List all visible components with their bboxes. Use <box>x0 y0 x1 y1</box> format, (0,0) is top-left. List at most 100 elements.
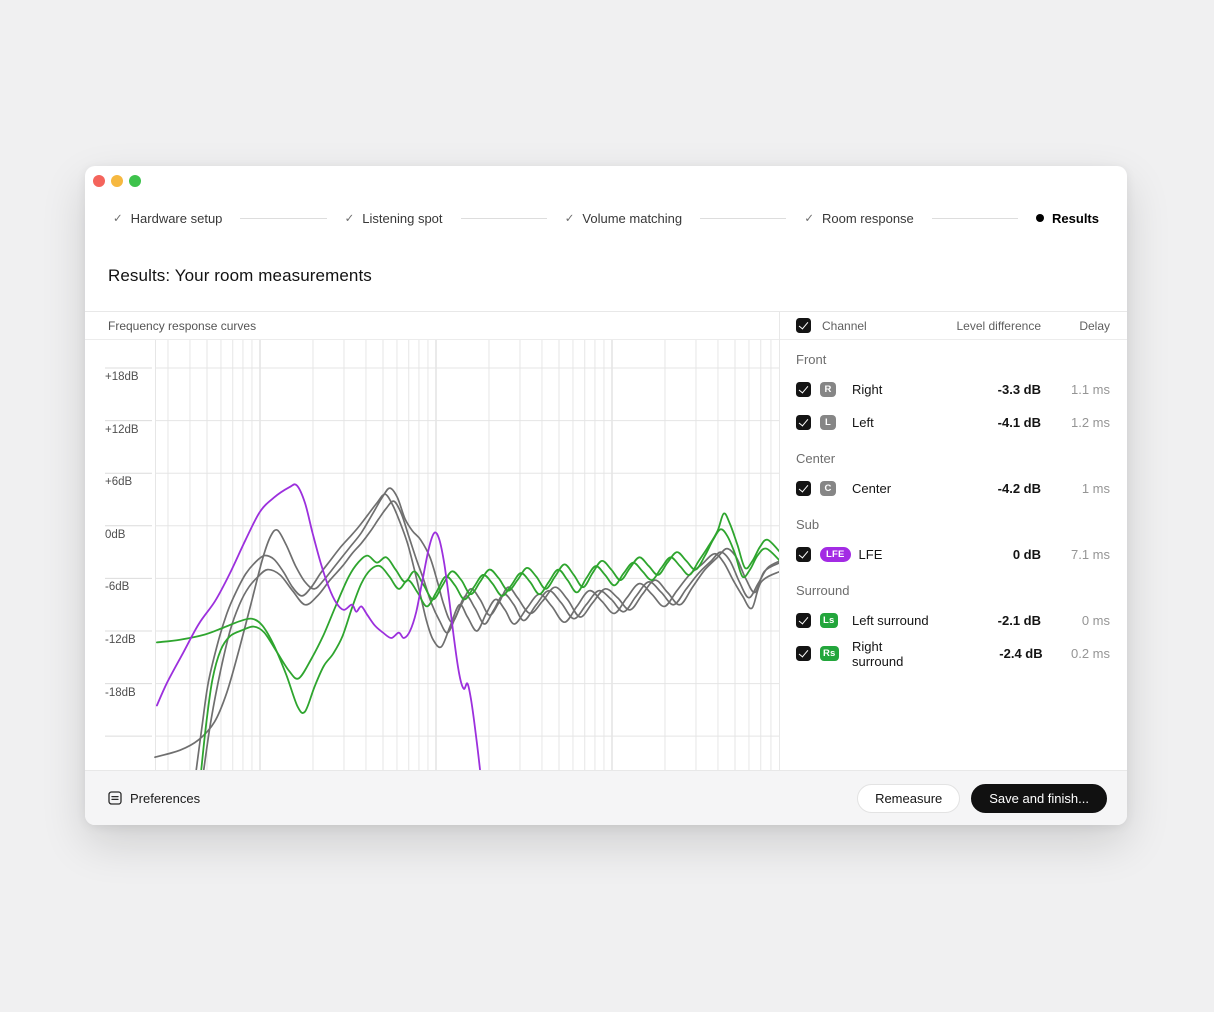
channel-row-left-surround[interactable]: Ls Left surround -2.1 dB 0 ms <box>780 604 1127 637</box>
channel-table-header: Channel Level difference Delay <box>780 312 1127 340</box>
channel-checkbox[interactable] <box>796 415 811 430</box>
channel-row-center[interactable]: C Center -4.2 dB 1 ms <box>780 472 1127 505</box>
delay-value: 1 ms <box>1081 481 1110 496</box>
curve-right <box>154 487 779 759</box>
stepper-step-room-response[interactable]: ✓ Room response <box>804 211 913 226</box>
level-difference-value: -4.1 dB <box>997 415 1041 430</box>
y-axis-label: +18dB <box>105 371 139 383</box>
app-window: ✓ Hardware setup ✓ Listening spot ✓ Volu… <box>85 166 1127 825</box>
preferences-button[interactable]: Preferences <box>108 791 200 806</box>
footer-bar: Preferences Remeasure Save and finish... <box>85 770 1127 825</box>
channel-group-center: Center C Center -4.2 dB 1 ms <box>780 446 1127 505</box>
channel-badge: Ls <box>820 613 838 628</box>
stepper-connector <box>931 217 1019 219</box>
channel-name: Left <box>852 415 874 430</box>
close-window-button[interactable] <box>93 175 105 187</box>
level-difference-value: -4.2 dB <box>997 481 1041 496</box>
zoom-window-button[interactable] <box>129 175 141 187</box>
channel-row-right[interactable]: R Right -3.3 dB 1.1 ms <box>780 373 1127 406</box>
y-axis-label: 0dB <box>105 528 126 541</box>
content-area: Frequency response curves +18dB +12dB +6dB… <box>85 311 1127 770</box>
channel-group-sub: Sub LFE LFE 0 dB 7.1 ms <box>780 512 1127 571</box>
delay-value: 0 ms <box>1081 613 1110 628</box>
stepper-step-label: Room response <box>822 210 914 226</box>
level-column-header: Level difference <box>956 318 1041 333</box>
minimize-window-button[interactable] <box>111 175 123 187</box>
delay-column-header: Delay <box>1079 318 1110 333</box>
channel-group-label: Sub <box>796 517 820 532</box>
channel-badge: Rs <box>820 646 839 661</box>
channel-panel: Channel Level difference Delay Front R R… <box>780 312 1127 770</box>
remeasure-button[interactable]: Remeasure <box>857 783 961 813</box>
window-titlebar <box>93 175 141 187</box>
chart-panel: Frequency response curves +18dB +12dB +6dB… <box>85 312 780 770</box>
stepper-step-label: Hardware setup <box>130 210 223 226</box>
y-axis-label: -18dB <box>105 686 136 699</box>
stepper-connector <box>460 217 547 219</box>
y-axis-label: -12dB <box>105 633 136 646</box>
channel-name: Center <box>852 481 892 496</box>
channel-badge: LFE <box>820 547 851 562</box>
channel-row-left[interactable]: L Left -4.1 dB 1.2 ms <box>780 406 1127 439</box>
check-icon: ✓ <box>564 213 575 225</box>
channel-group-label: Surround <box>796 583 850 598</box>
preferences-label: Preferences <box>130 790 201 806</box>
check-icon: ✓ <box>804 213 815 225</box>
curve-lfe <box>156 483 481 770</box>
channel-row-right-surround[interactable]: Rs Right surround -2.4 dB 0.2 ms <box>780 637 1127 670</box>
channel-checkbox[interactable] <box>796 613 811 628</box>
save-and-finish-button[interactable]: Save and finish... <box>971 783 1107 813</box>
frequency-response-chart: +18dB +12dB +6dB 0dB -6dB -12dB -18dB <box>85 340 779 770</box>
channel-badge: R <box>820 382 836 397</box>
channel-checkbox[interactable] <box>796 382 811 397</box>
channel-group-front: Front R Right -3.3 dB 1.1 ms L Left -4.1… <box>780 347 1127 439</box>
wizard-stepper: ✓ Hardware setup ✓ Listening spot ✓ Volu… <box>113 204 1099 232</box>
chart-title: Frequency response curves <box>85 312 779 340</box>
stepper-step-hardware-setup[interactable]: ✓ Hardware setup <box>113 211 222 226</box>
delay-value: 0.2 ms <box>1070 646 1110 661</box>
stepper-step-results[interactable]: Results <box>1036 211 1099 226</box>
channel-group-label: Front <box>796 352 827 367</box>
level-difference-value: 0 dB <box>1012 547 1041 562</box>
channel-groups: Front R Right -3.3 dB 1.1 ms L Left -4.1… <box>780 347 1127 670</box>
delay-value: 1.1 ms <box>1070 382 1110 397</box>
channel-row-lfe[interactable]: LFE LFE 0 dB 7.1 ms <box>780 538 1127 571</box>
level-difference-value: -2.4 dB <box>999 646 1043 661</box>
stepper-connector <box>700 217 787 219</box>
page-title: Results: Your room measurements <box>108 266 372 285</box>
curve-center <box>202 500 779 770</box>
stepper-step-label: Results <box>1052 210 1099 226</box>
channel-badge: C <box>820 481 836 496</box>
channel-group-surround: Surround Ls Left surround -2.1 dB 0 ms R… <box>780 578 1127 670</box>
delay-value: 1.2 ms <box>1070 415 1110 430</box>
channel-name: Right <box>852 382 883 397</box>
select-all-checkbox[interactable] <box>796 318 811 333</box>
level-difference-value: -2.1 dB <box>997 613 1041 628</box>
curve-left-surround <box>156 512 779 714</box>
chart-canvas <box>105 340 779 770</box>
check-icon: ✓ <box>113 213 123 225</box>
channel-badge: L <box>820 415 836 430</box>
level-difference-value: -3.3 dB <box>997 382 1041 397</box>
stepper-step-label: Listening spot <box>362 210 443 226</box>
stepper-connector <box>240 217 327 219</box>
channel-checkbox[interactable] <box>796 547 811 562</box>
current-step-dot-icon <box>1036 214 1045 222</box>
channel-checkbox[interactable] <box>796 481 811 496</box>
y-axis-label: +6dB <box>105 476 133 489</box>
stepper-step-listening-spot[interactable]: ✓ Listening spot <box>345 211 443 226</box>
channel-name: LFE <box>858 547 883 562</box>
channel-column-header: Channel <box>822 318 867 333</box>
y-axis-label: +12dB <box>105 423 139 436</box>
preferences-icon <box>108 791 122 805</box>
footer-actions: Remeasure Save and finish... <box>857 783 1107 813</box>
stepper-step-volume-matching[interactable]: ✓ Volume matching <box>565 211 682 226</box>
curve-right-surround <box>200 528 779 770</box>
channel-checkbox[interactable] <box>796 646 811 661</box>
check-icon: ✓ <box>344 213 355 225</box>
channel-name: Left surround <box>852 613 929 628</box>
channel-name: Right surround <box>852 638 904 669</box>
stepper-step-label: Volume matching <box>582 210 683 226</box>
delay-value: 7.1 ms <box>1070 547 1110 562</box>
